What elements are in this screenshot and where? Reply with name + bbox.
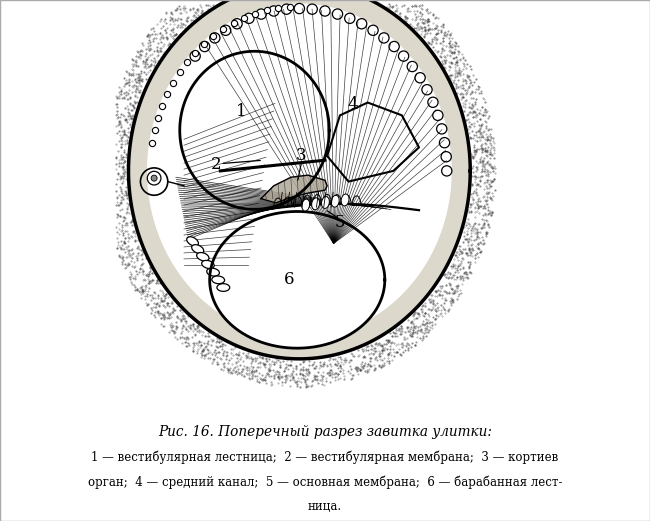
Ellipse shape: [322, 196, 330, 208]
Polygon shape: [327, 103, 419, 181]
Ellipse shape: [207, 268, 220, 276]
Ellipse shape: [192, 245, 203, 254]
Ellipse shape: [197, 253, 209, 261]
Text: 3: 3: [296, 147, 307, 165]
Text: орган;  4 — средний канал;  5 — основная мембрана;  6 — барабанная лест-: орган; 4 — средний канал; 5 — основная м…: [88, 475, 562, 489]
Ellipse shape: [202, 260, 214, 268]
Text: 1 — вестибулярная лестница;  2 — вестибулярная мембрана;  3 — кортиев: 1 — вестибулярная лестница; 2 — вестибул…: [92, 450, 558, 464]
Text: ница.: ница.: [308, 500, 342, 513]
Polygon shape: [261, 175, 327, 203]
Ellipse shape: [212, 276, 225, 284]
Text: Рис. 16. Поперечный разрез завитка улитки:: Рис. 16. Поперечный разрез завитка улитк…: [158, 425, 492, 439]
Text: 2: 2: [211, 156, 222, 173]
Ellipse shape: [341, 194, 349, 206]
Polygon shape: [148, 4, 451, 338]
Ellipse shape: [311, 198, 320, 210]
Polygon shape: [180, 51, 330, 209]
Ellipse shape: [217, 283, 229, 291]
Polygon shape: [129, 0, 470, 359]
Text: 5: 5: [335, 214, 345, 231]
Ellipse shape: [302, 199, 309, 211]
Text: 4: 4: [348, 96, 358, 113]
Circle shape: [151, 175, 157, 181]
Text: 1: 1: [237, 103, 247, 120]
Ellipse shape: [187, 237, 198, 246]
Text: 6: 6: [283, 271, 294, 288]
Ellipse shape: [332, 195, 339, 207]
Polygon shape: [210, 212, 385, 348]
